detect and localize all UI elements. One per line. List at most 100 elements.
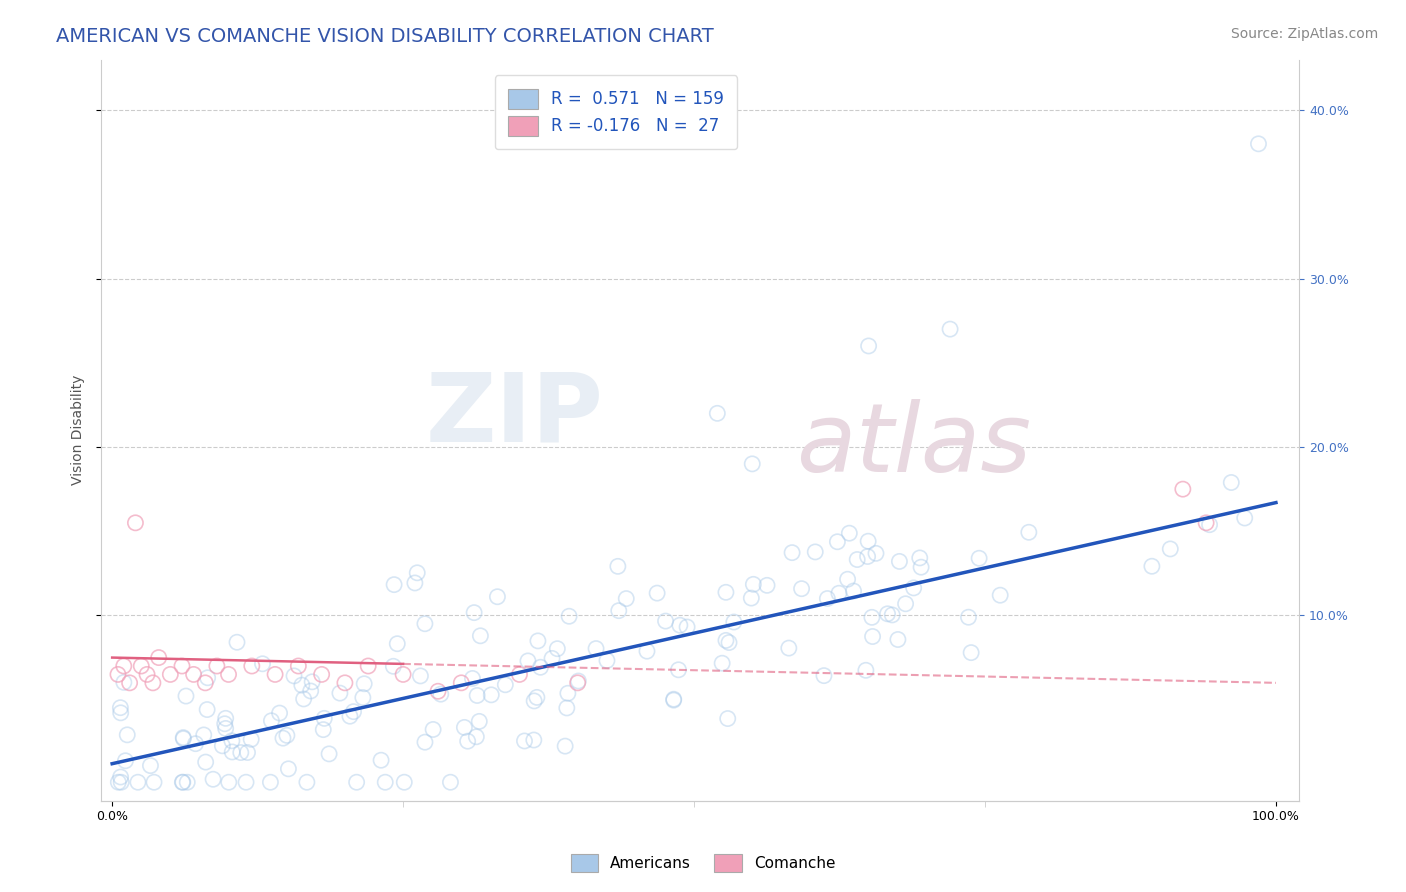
Point <box>277 762 299 776</box>
Point <box>283 669 305 683</box>
Point <box>607 604 630 618</box>
Point <box>172 775 194 789</box>
Point <box>276 728 298 742</box>
Point <box>939 322 962 336</box>
Point <box>828 586 851 600</box>
Point <box>215 711 238 725</box>
Point <box>676 620 699 634</box>
Point <box>555 701 578 715</box>
Point <box>508 667 530 681</box>
Point <box>295 775 318 789</box>
Text: Source: ZipAtlas.com: Source: ZipAtlas.com <box>1230 27 1378 41</box>
Point <box>837 572 859 586</box>
Point <box>229 746 252 760</box>
Point <box>318 747 340 761</box>
Text: ZIP: ZIP <box>426 369 605 462</box>
Point <box>453 720 475 734</box>
Point <box>252 657 274 671</box>
Point <box>523 733 546 747</box>
Point <box>842 584 865 599</box>
Point <box>235 775 257 789</box>
Point <box>221 733 243 747</box>
Point <box>858 339 880 353</box>
Y-axis label: Vision Disability: Vision Disability <box>72 375 86 485</box>
Point <box>557 686 579 700</box>
Point <box>856 534 879 549</box>
Point <box>596 654 619 668</box>
Point <box>124 516 146 530</box>
Point <box>118 676 141 690</box>
Point <box>339 709 361 723</box>
Point <box>778 641 800 656</box>
Point <box>889 554 911 568</box>
Point <box>910 560 932 574</box>
Legend: R =  0.571   N = 159, R = -0.176   N =  27: R = 0.571 N = 159, R = -0.176 N = 27 <box>495 75 737 149</box>
Point <box>614 591 637 606</box>
Point <box>742 577 765 591</box>
Point <box>567 673 589 688</box>
Point <box>264 667 287 681</box>
Point <box>172 731 194 745</box>
Point <box>205 659 228 673</box>
Point <box>780 546 803 560</box>
Point <box>346 775 368 789</box>
Point <box>301 674 323 689</box>
Point <box>960 646 983 660</box>
Point <box>176 775 198 789</box>
Point <box>226 635 249 649</box>
Point <box>706 406 728 420</box>
Point <box>856 549 879 564</box>
Point <box>887 632 910 647</box>
Point <box>218 667 240 681</box>
Point <box>159 667 181 681</box>
Point <box>214 722 236 736</box>
Point <box>112 675 135 690</box>
Point <box>470 629 492 643</box>
Point <box>468 714 491 729</box>
Point <box>662 693 685 707</box>
Point <box>114 754 136 768</box>
Point <box>392 667 415 681</box>
Point <box>269 706 291 720</box>
Point <box>197 671 219 685</box>
Point <box>740 591 762 605</box>
Point <box>494 678 516 692</box>
Point <box>240 732 263 747</box>
Text: atlas: atlas <box>796 399 1031 491</box>
Point <box>236 746 259 760</box>
Point <box>110 700 132 714</box>
Point <box>353 677 375 691</box>
Point <box>790 582 813 596</box>
Point <box>409 669 432 683</box>
Point <box>463 606 485 620</box>
Point <box>1018 525 1040 540</box>
Point <box>394 775 416 789</box>
Point <box>513 734 536 748</box>
Point <box>714 585 737 599</box>
Point <box>988 588 1011 602</box>
Point <box>846 552 869 566</box>
Point <box>299 684 322 698</box>
Point <box>260 714 283 728</box>
Point <box>741 457 763 471</box>
Point <box>465 689 488 703</box>
Point <box>422 723 444 737</box>
Point <box>240 659 263 673</box>
Point <box>312 723 335 737</box>
Point <box>756 578 779 592</box>
Point <box>374 775 396 789</box>
Point <box>516 654 538 668</box>
Point <box>195 702 218 716</box>
Point <box>1198 517 1220 532</box>
Point <box>827 534 849 549</box>
Point <box>183 667 205 681</box>
Point <box>486 590 509 604</box>
Point <box>117 728 139 742</box>
Legend: Americans, Comanche: Americans, Comanche <box>562 846 844 880</box>
Point <box>139 758 162 772</box>
Point <box>860 610 883 624</box>
Point <box>382 577 405 591</box>
Point <box>218 775 240 789</box>
Point <box>554 739 576 753</box>
Point <box>314 711 336 725</box>
